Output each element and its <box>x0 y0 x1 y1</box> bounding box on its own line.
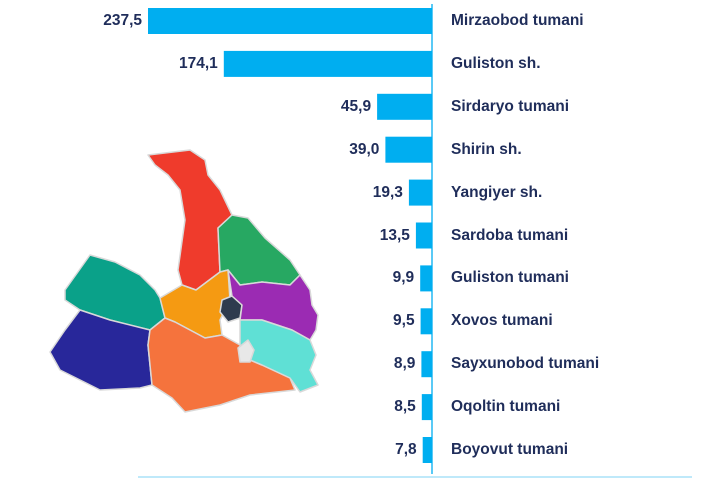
category-label: Sardoba tumani <box>451 226 569 244</box>
data-label: 7,8 <box>395 441 417 458</box>
data-label: 9,5 <box>393 312 415 330</box>
category-label: Sayxunobod tumani <box>451 355 600 373</box>
bar <box>420 265 432 292</box>
data-label: 174,1 <box>179 54 218 72</box>
category-label: Guliston tumani <box>451 269 569 287</box>
category-label: Boyovut tumani <box>451 441 569 458</box>
map-region-southwest-navy <box>49 309 153 391</box>
bar <box>377 93 432 120</box>
data-label: 8,9 <box>393 355 416 373</box>
data-label: 19,3 <box>372 183 403 201</box>
bar <box>223 50 432 77</box>
bar <box>421 394 432 421</box>
bar <box>385 136 432 163</box>
category-label: Sirdaryo tumani <box>451 97 569 115</box>
category-label: Guliston sh. <box>451 54 541 72</box>
bar <box>148 8 432 34</box>
data-label: 45,9 <box>340 97 372 115</box>
category-label: Xovos tumani <box>451 312 553 330</box>
bar <box>421 351 432 378</box>
data-label: 237,5 <box>103 12 142 29</box>
category-label: Mirzaobod tumani <box>451 12 584 29</box>
data-label: 9,9 <box>392 269 415 287</box>
map-region-east-purple <box>227 269 319 341</box>
data-label: 13,5 <box>379 226 410 244</box>
bar <box>422 437 432 463</box>
category-label: Shirin sh. <box>451 140 522 158</box>
category-label: Yangiyer sh. <box>451 183 543 201</box>
map-region-center-white <box>237 339 255 363</box>
bar <box>415 222 432 249</box>
bar <box>408 179 432 206</box>
data-label: 39,0 <box>349 140 380 158</box>
bar <box>420 308 432 335</box>
category-label: Oqoltin tumani <box>451 398 561 416</box>
data-label: 8,5 <box>394 398 416 416</box>
